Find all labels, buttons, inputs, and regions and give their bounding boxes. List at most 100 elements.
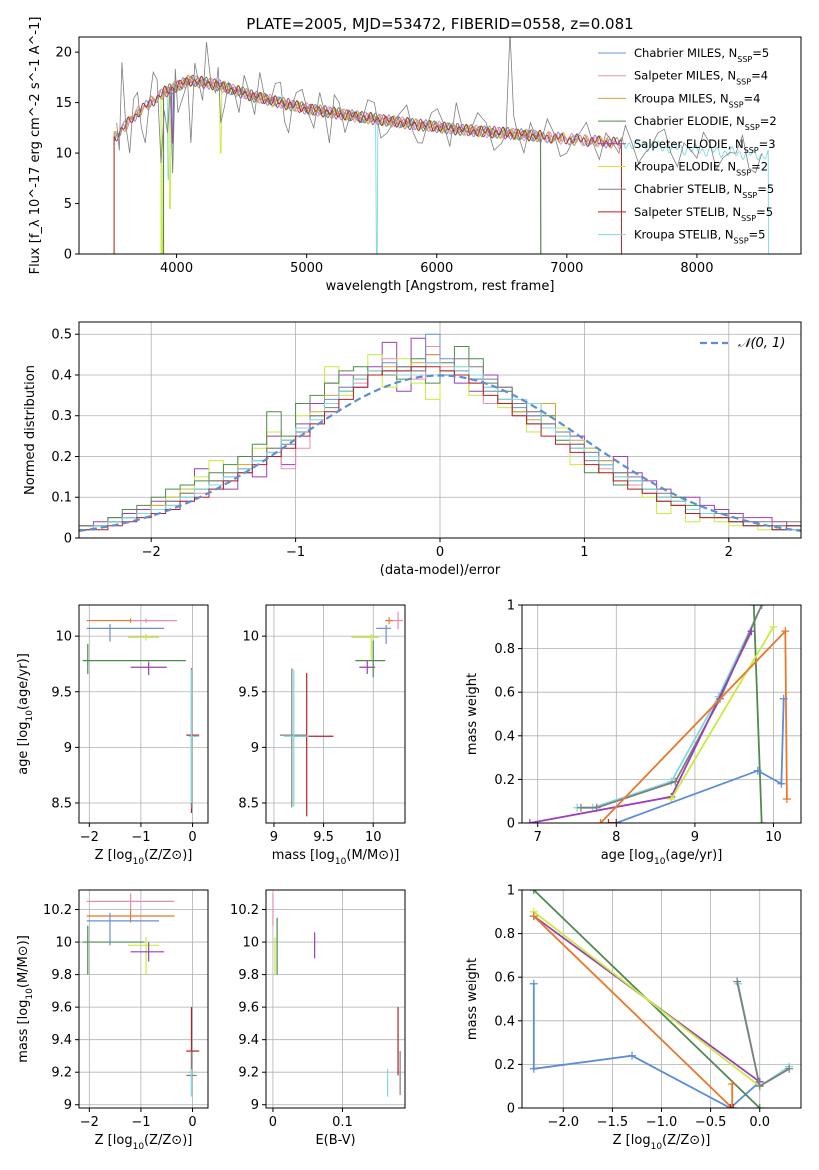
weight-point-marker <box>728 1104 737 1108</box>
weight-point-marker <box>749 605 758 609</box>
weight-point-marker <box>747 627 756 636</box>
label-part: age [ <box>601 848 634 863</box>
x-axis-label: E(B-V) <box>315 1133 355 1148</box>
y-tick-label: 1 <box>507 884 515 899</box>
label-part: Flux [f_λ 10^-17 erg cm^-2 s^-1 A^-1] <box>28 17 43 275</box>
legend-label-text: Chabrier ELODIE, N <box>634 114 745 128</box>
plot-area <box>279 611 404 817</box>
x-axis-label: (data-model)/error <box>380 563 501 578</box>
y-tick-label: 8.5 <box>51 796 72 811</box>
legend-label: Kroupa STELIB, NSSP=5 <box>634 228 765 246</box>
errorbar-point <box>351 633 380 660</box>
x-tick-label: 0.1 <box>332 1115 353 1130</box>
weight-point-marker <box>612 819 621 823</box>
x-tick-label: 5000 <box>290 261 323 276</box>
weight-point-marker <box>729 1104 738 1108</box>
weight-point-marker <box>781 627 790 636</box>
legend-label: Salpeter STELIB, NSSP=5 <box>634 205 773 223</box>
errorbar-point <box>393 611 404 630</box>
legend-label-suffix: =5 <box>749 228 766 242</box>
weight-series-line <box>533 911 761 1087</box>
label-part: (age/yr)] <box>665 848 722 863</box>
observed-spectrum-line <box>116 37 763 174</box>
x-tick-label: −2 <box>80 1115 99 1130</box>
weight-point-marker <box>525 819 534 823</box>
label-part: Z [ <box>613 1133 631 1148</box>
label-part: age [ <box>16 741 31 774</box>
label-part: Z [ <box>95 1133 113 1148</box>
weight-point-marker <box>529 890 538 894</box>
y-tick-label: 9.6 <box>51 1001 72 1016</box>
weight-point-marker <box>755 1104 764 1108</box>
y-tick-label: 10.2 <box>230 903 259 918</box>
y-tick-label: 9 <box>251 741 259 756</box>
x-tick-label: −1.0 <box>646 1115 678 1130</box>
errorbar-point <box>355 640 386 678</box>
legend-label-suffix: =2 <box>760 114 777 128</box>
label-part: log <box>16 722 31 742</box>
legend-label-text: Chabrier MILES, N <box>634 46 737 60</box>
label-part: mass [ <box>16 1019 31 1062</box>
errorbar-point <box>86 623 165 642</box>
legend-label: 𝒩(0, 1) <box>738 336 785 351</box>
label-part: 10 <box>335 857 347 867</box>
label-part: (M/M⊙)] <box>16 935 31 988</box>
axes-frame <box>265 604 406 824</box>
legend-label-text: Kroupa STELIB, N <box>634 228 734 242</box>
y-tick-label: 0.4 <box>51 368 72 383</box>
x-tick-label: 8 <box>612 830 620 845</box>
label-part: mass weight <box>465 673 480 755</box>
legend-label-suffix: =2 <box>751 160 768 174</box>
y-tick-label: 15 <box>55 96 72 111</box>
x-tick-label: 8000 <box>680 261 713 276</box>
x-tick-label: 0 <box>188 1115 196 1130</box>
y-tick-label: 9 <box>64 1098 72 1113</box>
x-axis-label: wavelength [Angstrom, rest frame] <box>326 279 555 294</box>
weight-point-marker <box>782 795 791 804</box>
x-tick-label: 9 <box>691 830 699 845</box>
legend-label-text: Chabrier STELIB, N <box>634 182 742 196</box>
errorbar-point <box>291 672 334 817</box>
errorbar-point <box>130 661 167 676</box>
model-spectrum-line <box>113 75 622 254</box>
weight-point-marker <box>785 1064 794 1073</box>
label-part: log <box>16 1000 31 1020</box>
label-part: Normed distribution <box>23 365 38 495</box>
errorbar-point <box>385 617 394 624</box>
weight-vs-metallicity-panel: −2.0 −1.5 −1.0 −0.5 0.0 0 0.2 0.4 0.6 0.8 1 Z [log1… <box>465 884 802 1152</box>
weight-point-marker <box>777 779 786 788</box>
x-tick-label: 7 <box>534 830 542 845</box>
spectrum-panel: 4000 5000 6000 7000 8000 0 5 10 15 20 wavelength [… <box>28 17 802 294</box>
label-part: log <box>631 1133 651 1148</box>
weight-point-marker <box>757 605 766 609</box>
legend-label-text: Salpeter ELODIE, N <box>634 137 744 151</box>
legend-label-sub: SSP <box>737 55 752 64</box>
x-axis-label: Z [log10(Z/Z⊙)] <box>95 848 193 867</box>
label-part: log <box>634 848 654 863</box>
y-tick-label: 0.2 <box>51 450 72 465</box>
y-tick-label: 10 <box>242 936 259 951</box>
x-tick-label: 2 <box>725 545 733 560</box>
histogram-step-line <box>79 366 801 531</box>
x-tick-label: 9.5 <box>313 830 334 845</box>
label-part: 10 <box>654 857 666 867</box>
y-tick-label: 9.8 <box>238 968 259 983</box>
y-tick-label: 8.5 <box>238 796 259 811</box>
axes-frame <box>78 889 209 1109</box>
legend-label: Chabrier ELODIE, NSSP=2 <box>634 114 777 132</box>
x-tick-label: 7000 <box>550 261 583 276</box>
y-tick-label: 20 <box>55 46 72 61</box>
histogram-step-line <box>79 362 801 531</box>
weight-point-marker <box>753 766 762 775</box>
model-spectrum-line <box>113 76 622 254</box>
weight-point-marker <box>755 1082 764 1091</box>
legend-label-text: Kroupa ELODIE, N <box>634 160 736 174</box>
y-tick-label: 0.8 <box>494 927 515 942</box>
plot-area <box>82 893 200 1097</box>
errorbar-point <box>130 618 178 623</box>
weight-series-line <box>615 698 785 823</box>
weight-series-line <box>752 605 763 823</box>
y-axis-label: mass weight <box>465 958 480 1040</box>
legend-label-sub: SSP <box>741 213 756 222</box>
